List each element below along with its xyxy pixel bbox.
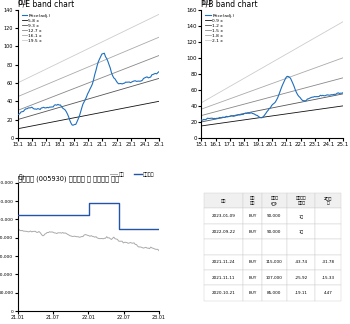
주가 [15, 227, 20, 231]
목표주가 [15, 213, 20, 217]
Line: 목표주가: 목표주가 [18, 203, 159, 229]
주가 [114, 237, 118, 241]
목표주가 [45, 213, 49, 217]
Legend: Price(adj.), 0.9 x, 1.2 x, 1.5 x, 1.8 x, 2.1 x: Price(adj.), 0.9 x, 1.2 x, 1.5 x, 1.8 x,… [204, 12, 236, 45]
Text: (천원): (천원) [202, 0, 212, 5]
목표주가 [130, 227, 134, 231]
목표주가 [157, 227, 161, 231]
Text: P/E band chart: P/E band chart [18, 0, 74, 9]
목표주가 [114, 201, 118, 205]
Text: (천원): (천원) [18, 0, 28, 5]
주가 [55, 232, 59, 236]
Legend: 주가, 목표주가: 주가, 목표주가 [108, 170, 156, 179]
주가 [153, 247, 158, 251]
목표주가 [95, 201, 99, 205]
주가 [128, 241, 133, 245]
주가 [46, 231, 50, 235]
주가 [16, 227, 21, 231]
Line: 주가: 주가 [18, 229, 159, 251]
목표주가 [155, 227, 159, 231]
목표주가 [117, 227, 121, 231]
주가 [157, 249, 161, 253]
주가 [95, 236, 99, 240]
Text: P/B band chart: P/B band chart [202, 0, 258, 9]
Text: (원): (원) [18, 175, 25, 180]
목표주가 [54, 213, 58, 217]
Legend: Price(adj.), 5.8 x, 9.3 x, 12.7 x, 16.1 x, 19.5 x: Price(adj.), 5.8 x, 9.3 x, 12.7 x, 16.1 … [20, 12, 52, 45]
Text: 삼성전자 (005930) 투자등급 및 목표주가 추이: 삼성전자 (005930) 투자등급 및 목표주가 추이 [18, 175, 119, 182]
목표주가 [87, 201, 91, 205]
